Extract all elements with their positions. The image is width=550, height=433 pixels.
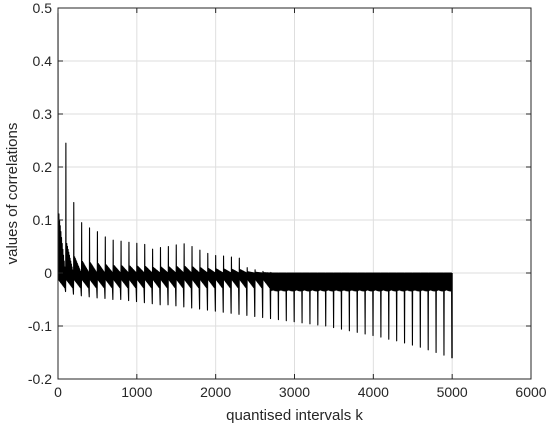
y-tick-label: 0.2: [33, 159, 53, 175]
y-tick-label: 0.4: [33, 53, 53, 69]
x-tick-label: 6000: [515, 384, 546, 400]
x-tick-label: 3000: [279, 384, 310, 400]
y-axis-ticks: -0.2 -0.1 0 0.1 0.2 0.3 0.4 0.5: [28, 0, 531, 387]
y-tick-label: 0: [44, 265, 52, 281]
grid: [57, 7, 532, 380]
y-tick-label: 0.3: [33, 106, 53, 122]
y-tick-label: -0.2: [28, 371, 52, 387]
x-tick-label: 2000: [200, 384, 231, 400]
x-tick-label: 5000: [437, 384, 468, 400]
y-axis-label: values of correlations: [4, 123, 21, 265]
x-axis-ticks: 0 1000 2000 3000 4000 5000 6000: [54, 8, 547, 400]
y-tick-label: -0.1: [28, 318, 52, 334]
y-tick-label: 0.1: [33, 212, 53, 228]
x-tick-label: 1000: [121, 384, 152, 400]
x-tick-label: 0: [54, 384, 62, 400]
series-line: [57, 13, 453, 359]
x-tick-label: 4000: [358, 384, 389, 400]
series-trace: [57, 13, 453, 359]
x-axis-label: quantised intervals k: [226, 407, 363, 424]
y-tick-label: 0.5: [33, 0, 53, 16]
